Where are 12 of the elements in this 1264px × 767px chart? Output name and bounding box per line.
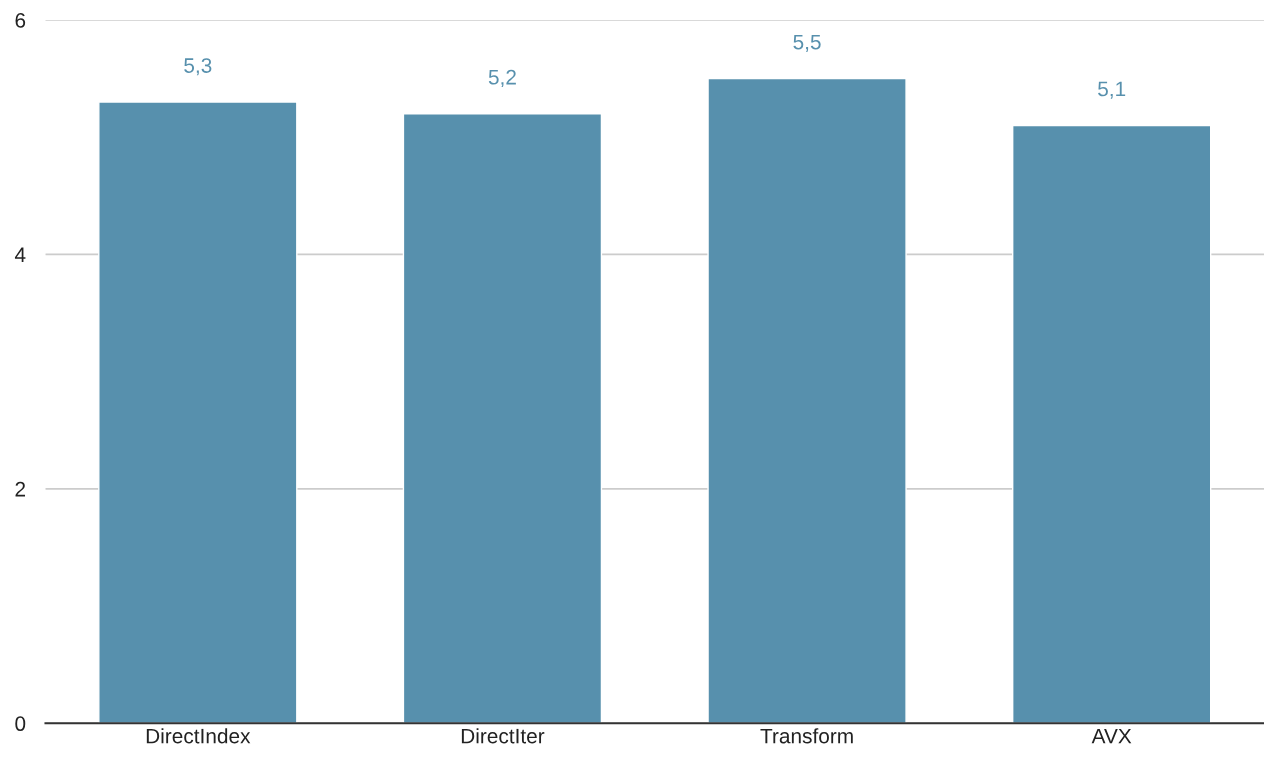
x-tick-label: DirectIter xyxy=(461,728,545,744)
x-tick-label: AVX xyxy=(1091,728,1132,744)
data-label: 5,3 xyxy=(184,58,212,76)
data-label: 5,5 xyxy=(793,34,821,52)
y-tick-label: 6 xyxy=(15,12,26,28)
data-label: 5,1 xyxy=(1098,81,1126,99)
x-tick-label: DirectIndex xyxy=(146,728,251,744)
x-tick-label: Transform xyxy=(760,728,853,744)
y-tick-label: 4 xyxy=(14,247,26,262)
y-tick-label: 0 xyxy=(15,716,26,732)
data-label: 5,2 xyxy=(488,69,516,88)
y-tick-label: 2 xyxy=(15,481,26,497)
